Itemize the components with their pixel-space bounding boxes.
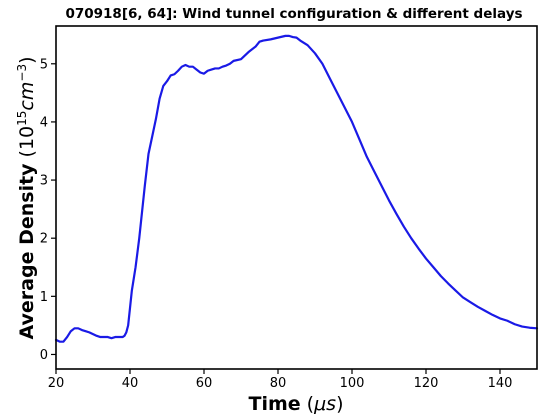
y-tick-label-4: 4 [40, 115, 48, 130]
y-tick-label-3: 3 [40, 174, 48, 189]
y-axis-label: Average Density (1015cm−3) [15, 56, 38, 339]
y-axis-unit-close: ) [16, 56, 38, 63]
y-axis-label-main: Average Density [16, 163, 38, 340]
x-tick-label-20: 20 [48, 376, 65, 391]
y-tick-label-2: 2 [40, 232, 48, 247]
y-axis-unit-mid: cm [16, 82, 38, 111]
series-line-0 [54, 34, 539, 343]
x-axis-label: Time (μs) [248, 393, 343, 415]
y-axis-unit-open: (10 [16, 126, 38, 158]
series-layer [54, 34, 539, 343]
x-tick-label-140: 140 [488, 376, 513, 391]
y-axis-unit-exp1: 15 [15, 111, 29, 126]
chart-title: 070918[6, 64]: Wind tunnel configuration… [65, 6, 522, 22]
ticks-layer: 20 40 60 80 100 120 140 0 1 2 3 4 5 [40, 57, 513, 391]
x-tick-label-60: 60 [196, 376, 213, 391]
x-axis-unit-close: ) [336, 393, 343, 415]
x-tick-label-120: 120 [414, 376, 439, 391]
x-tick-label-80: 80 [270, 376, 287, 391]
y-tick-label-1: 1 [40, 290, 48, 305]
y-tick-label-5: 5 [40, 57, 48, 72]
x-axis-label-main: Time [248, 393, 300, 415]
x-axis-unit-rest: s [326, 393, 336, 415]
x-tick-label-100: 100 [340, 376, 365, 391]
y-axis-unit-exp2: −3 [15, 64, 29, 82]
x-axis-unit-open: ( [307, 393, 314, 415]
plot-frame [55, 25, 538, 370]
x-tick-label-40: 40 [122, 376, 139, 391]
x-axis-unit-mu: μ [313, 393, 326, 415]
y-tick-label-0: 0 [40, 348, 48, 363]
